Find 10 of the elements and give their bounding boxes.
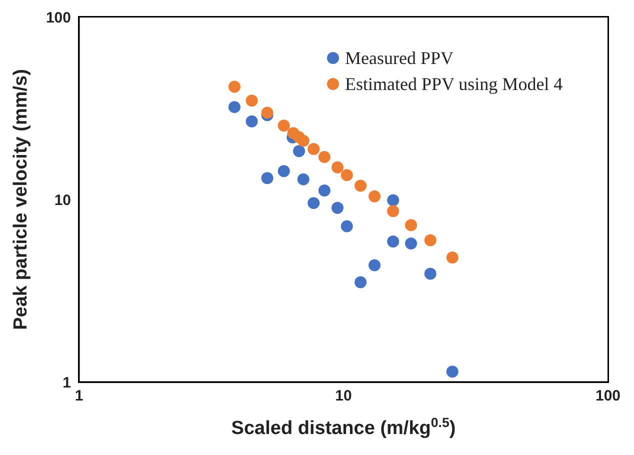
x-tick-label: 100: [595, 388, 621, 405]
x-axis-title: Scaled distance (m/kg$^{0.5}$): [231, 414, 456, 439]
x-tick-label: 10: [335, 388, 352, 405]
x-tick-label: 1: [74, 388, 84, 405]
y-tick-label: 1: [62, 374, 71, 392]
legend-label: Estimated PPV using Model 4: [345, 73, 563, 96]
y-tick-label: 100: [46, 9, 71, 26]
y-tick-label: 10: [54, 192, 71, 209]
legend-label: Measured PPV: [345, 47, 454, 70]
y-axis-title: Peak particle velocity (mm/s): [10, 69, 32, 330]
